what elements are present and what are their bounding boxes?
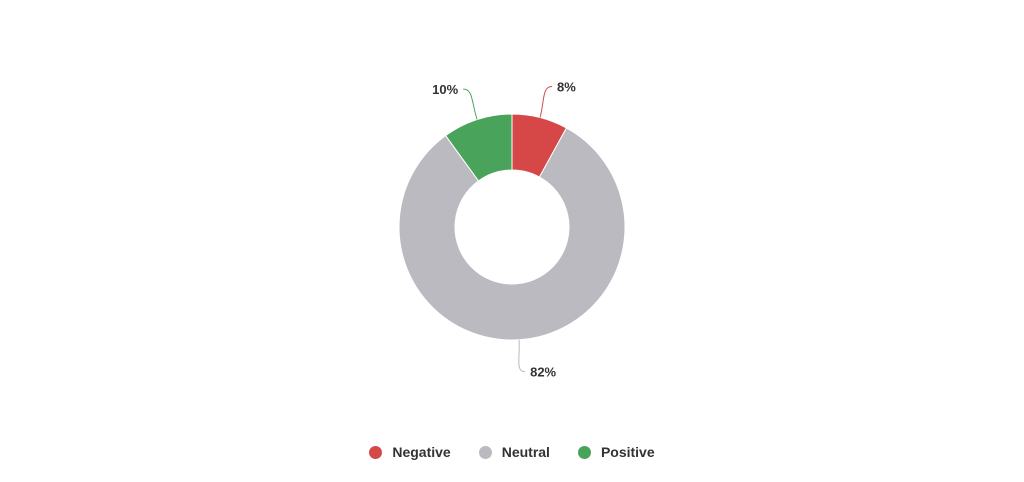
legend-marker-negative bbox=[369, 445, 383, 459]
legend-item-negative[interactable]: Negative bbox=[369, 444, 451, 460]
legend-item-positive[interactable]: Positive bbox=[577, 444, 655, 460]
legend-marker-neutral bbox=[478, 445, 492, 459]
legend-label-neutral: Neutral bbox=[501, 444, 550, 460]
connector-neutral bbox=[518, 339, 526, 373]
legend: Negative Neutral Positive bbox=[0, 440, 1024, 464]
data-label-negative: 8% bbox=[557, 80, 576, 95]
connectors-layer bbox=[463, 86, 553, 373]
slice-positive[interactable] bbox=[444, 113, 513, 182]
legend-label-positive: Positive bbox=[600, 444, 655, 460]
data-labels-layer: 8% 82% 10% bbox=[432, 80, 576, 380]
data-label-neutral: 82% bbox=[530, 365, 556, 380]
connector-negative bbox=[539, 86, 553, 118]
legend-item-neutral[interactable]: Neutral bbox=[478, 444, 550, 460]
connector-positive bbox=[463, 88, 478, 120]
slices-layer bbox=[398, 113, 626, 341]
donut-chart-svg: 8% 82% 10% bbox=[398, 80, 626, 380]
slice-neutral[interactable] bbox=[398, 127, 626, 341]
data-label-positive: 10% bbox=[432, 82, 458, 97]
legend-marker-positive bbox=[577, 445, 591, 459]
legend-label-negative: Negative bbox=[392, 444, 451, 460]
